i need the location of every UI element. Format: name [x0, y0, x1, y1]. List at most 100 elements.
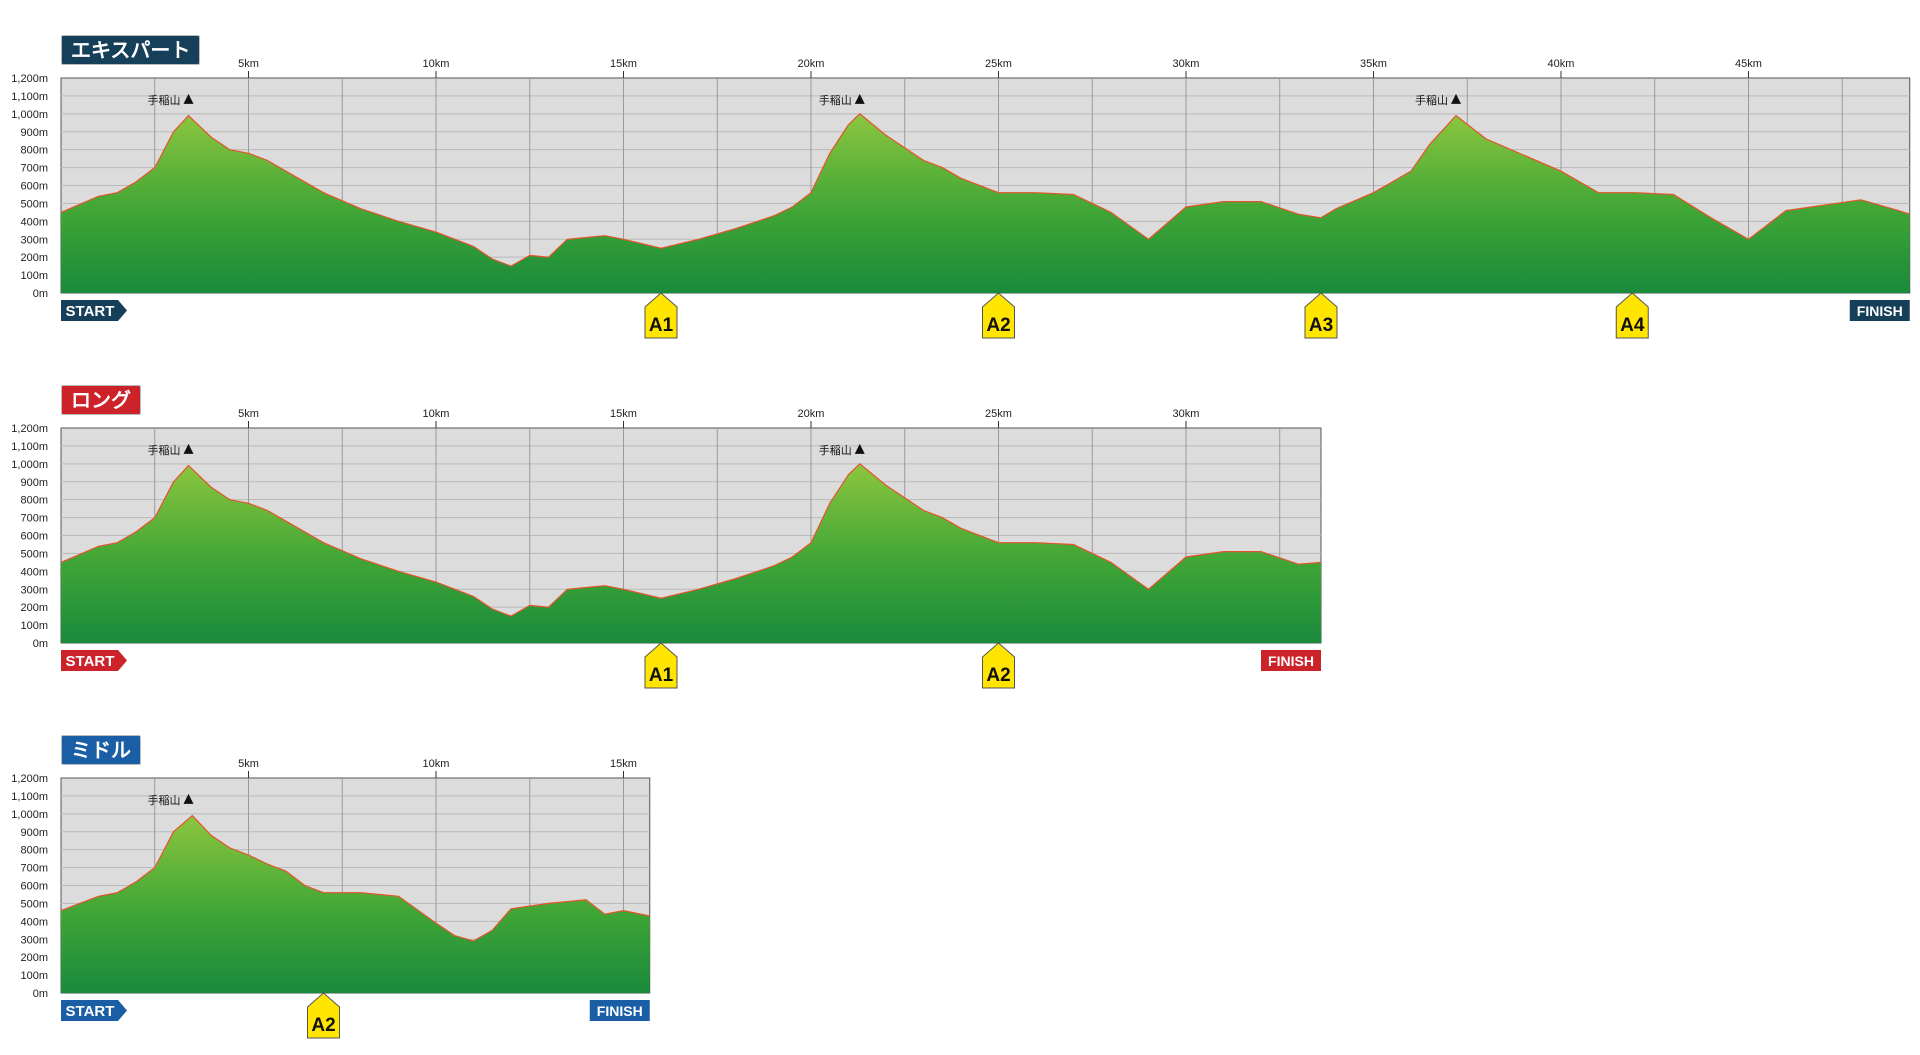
peak-marker: 手稲山	[1415, 93, 1461, 107]
aid-station-label: A2	[311, 1015, 335, 1036]
start-label: START	[66, 303, 115, 320]
start-label: START	[66, 653, 115, 670]
km-tick-label: 45km	[1735, 58, 1762, 70]
aid-station-marker: A1	[644, 292, 678, 339]
peak-triangle-icon	[183, 93, 194, 104]
aid-station-marker: A2	[982, 642, 1015, 689]
y-tick-label: 200m	[20, 602, 48, 614]
peak-marker: 手稲山	[148, 793, 194, 807]
expert-elevation-chart: 1,200m 1,100m 1,000m 900m 800m 700m 600m 500m 40…	[11, 58, 1911, 339]
y-tick-label: 100m	[20, 970, 48, 982]
y-tick-label: 0m	[33, 288, 48, 300]
long-course-panel: ロング 1,200m 1,100m 1,000m 900m 800m 700m 600m 50…	[0, 385, 1920, 705]
y-tick-label: 700m	[20, 513, 48, 525]
y-tick-label: 1,000m	[11, 459, 48, 471]
km-tick-label: 15km	[610, 408, 637, 420]
finish-badge: FINISH	[589, 1000, 650, 1021]
y-tick-label: 1,200m	[11, 773, 48, 785]
km-tick-label: 5km	[238, 758, 259, 770]
y-tick-label: 100m	[20, 620, 48, 632]
middle-elevation-chart: 1,200m 1,100m 1,000m 900m 800m 700m 600m 500m 40…	[11, 758, 651, 1039]
y-tick-label: 500m	[20, 898, 48, 910]
km-tick-label: 10km	[423, 58, 450, 70]
y-tick-label: 1,200m	[11, 73, 48, 85]
peak-label: 手稲山	[148, 93, 181, 107]
y-tick-label: 200m	[20, 252, 48, 264]
middle-course-panel: ミドル 1,200m 1,100m 1,000m 900m 800m 700m 600m 50…	[0, 735, 1920, 1055]
km-tick-label: 15km	[610, 58, 637, 70]
aid-station-label: A1	[649, 665, 674, 686]
km-tick-label: 30km	[1173, 408, 1200, 420]
peak-marker: 手稲山	[819, 93, 865, 107]
y-tick-label: 800m	[20, 845, 48, 857]
peak-marker: 手稲山	[148, 93, 194, 107]
y-tick-label: 300m	[20, 934, 48, 946]
course-label-long: ロング	[61, 385, 141, 415]
km-tick-label: 10km	[423, 758, 450, 770]
course-label-expert: エキスパート	[61, 35, 201, 65]
y-tick-label: 1,100m	[11, 91, 48, 103]
long-elevation-chart: 1,200m 1,100m 1,000m 900m 800m 700m 600m 500m 40…	[11, 408, 1322, 689]
start-label: START	[66, 1003, 115, 1020]
peak-label: 手稲山	[819, 443, 852, 457]
finish-label: FINISH	[1857, 303, 1903, 319]
aid-station-marker: A3	[1304, 292, 1338, 339]
elevation-area	[61, 113, 1910, 293]
y-tick-label: 800m	[20, 495, 48, 507]
aid-station-marker: A1	[644, 642, 678, 689]
start-badge: START	[61, 650, 127, 671]
elevation-line	[60, 814, 650, 942]
y-tick-label: 500m	[20, 198, 48, 210]
y-tick-label: 400m	[20, 916, 48, 928]
start-badge: START	[61, 300, 127, 321]
km-tick-label: 30km	[1173, 58, 1200, 70]
km-tick-label: 35km	[1360, 58, 1387, 70]
y-tick-label: 0m	[33, 638, 48, 650]
peak-triangle-icon	[183, 443, 194, 454]
y-tick-label: 600m	[20, 531, 48, 543]
y-tick-label: 300m	[20, 584, 48, 596]
y-tick-label: 600m	[20, 881, 48, 893]
aid-station-marker: A2	[307, 992, 340, 1039]
peak-triangle-icon	[854, 93, 865, 104]
y-tick-label: 200m	[20, 952, 48, 964]
y-tick-label: 600m	[20, 181, 48, 193]
y-tick-label: 400m	[20, 216, 48, 228]
elevation-area	[61, 815, 650, 993]
y-tick-label: 100m	[20, 270, 48, 282]
km-tick-label: 40km	[1548, 58, 1575, 70]
km-tick-label: 20km	[798, 58, 825, 70]
y-tick-label: 800m	[20, 145, 48, 157]
km-tick-label: 25km	[985, 58, 1012, 70]
aid-station-label: A3	[1309, 315, 1333, 336]
km-tick-label: 20km	[798, 408, 825, 420]
y-tick-label: 900m	[20, 477, 48, 489]
elevation-line	[60, 462, 1322, 617]
km-tick-label: 10km	[423, 408, 450, 420]
finish-badge: FINISH	[1849, 300, 1910, 321]
elevation-area	[61, 463, 1321, 643]
peak-label: 手稲山	[1415, 93, 1448, 107]
y-tick-label: 900m	[20, 827, 48, 839]
y-tick-label: 700m	[20, 863, 48, 875]
peak-triangle-icon	[183, 793, 194, 804]
aid-station-label: A1	[649, 315, 674, 336]
y-tick-label: 1,200m	[11, 423, 48, 435]
peak-marker: 手稲山	[819, 443, 865, 457]
start-badge: START	[61, 1000, 127, 1021]
finish-label: FINISH	[597, 1003, 643, 1019]
peak-label: 手稲山	[148, 443, 181, 457]
aid-station-label: A2	[986, 315, 1010, 336]
y-tick-label: 500m	[20, 548, 48, 560]
finish-badge: FINISH	[1261, 650, 1321, 671]
aid-station-marker: A2	[982, 292, 1015, 339]
y-tick-label: 1,100m	[11, 441, 48, 453]
km-tick-label: 15km	[610, 758, 637, 770]
elevation-line	[60, 112, 1910, 267]
y-tick-label: 0m	[33, 988, 48, 1000]
y-tick-label: 300m	[20, 234, 48, 246]
km-tick-label: 5km	[238, 408, 259, 420]
peak-triangle-icon	[1451, 93, 1461, 104]
y-tick-label: 700m	[20, 163, 48, 175]
aid-station-label: A4	[1620, 315, 1645, 336]
